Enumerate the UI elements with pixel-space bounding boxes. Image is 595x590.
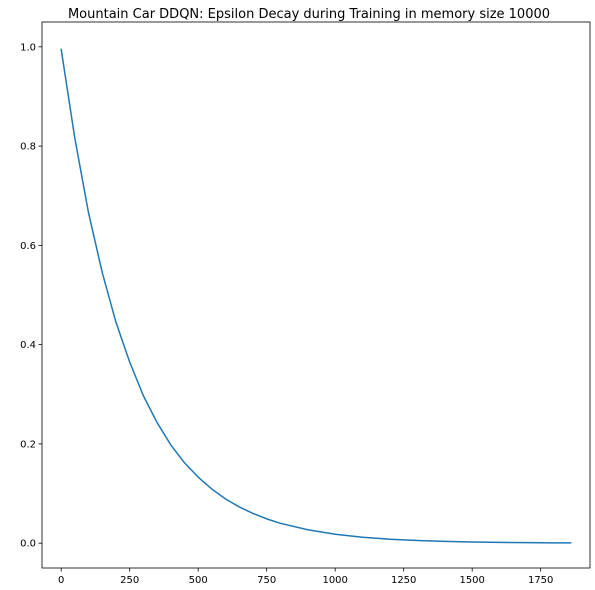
y-tick-label: 0.8 bbox=[20, 142, 36, 153]
y-tick-label: 1.0 bbox=[20, 42, 36, 53]
x-tick-label: 250 bbox=[120, 575, 139, 586]
x-tick-label: 1500 bbox=[459, 575, 484, 586]
y-tick-label: 0.6 bbox=[20, 241, 36, 252]
y-tick-label: 0.0 bbox=[20, 539, 36, 550]
x-tick-label: 500 bbox=[189, 575, 208, 586]
y-tick-label: 0.4 bbox=[20, 340, 36, 351]
chart-title: Mountain Car DDQN: Epsilon Decay during … bbox=[68, 7, 550, 22]
x-axis-ticks: 0 250 500 750 1000 1250 1500 1750 bbox=[58, 568, 553, 586]
x-tick-label: 1000 bbox=[322, 575, 347, 586]
plot-data-layer bbox=[60, 48, 572, 544]
y-axis-ticks: 0.0 0.2 0.4 0.6 0.8 1.0 bbox=[20, 42, 42, 550]
x-tick-label: 750 bbox=[257, 575, 276, 586]
x-tick-label: 1250 bbox=[391, 575, 416, 586]
plot-frame bbox=[41, 21, 591, 569]
series-line-0 bbox=[60, 48, 572, 544]
x-tick-label: 0 bbox=[58, 575, 64, 586]
y-tick-label: 0.2 bbox=[20, 439, 36, 450]
axes bbox=[41, 21, 591, 569]
x-tick-label: 1750 bbox=[528, 575, 553, 586]
